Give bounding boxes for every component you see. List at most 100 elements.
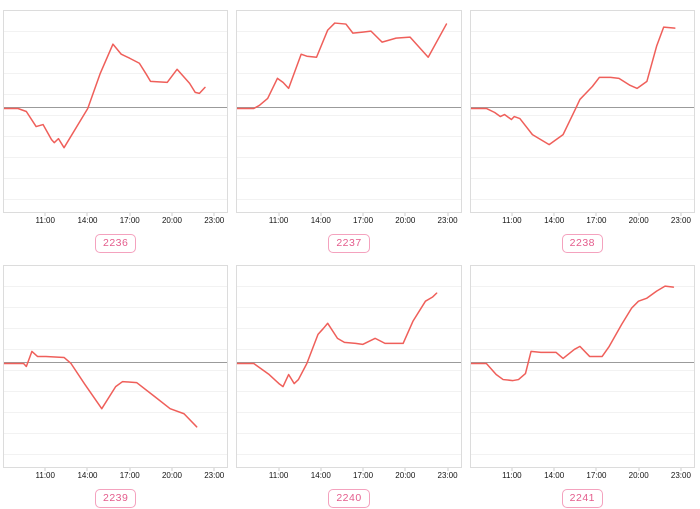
- x-tick-mark: [511, 213, 513, 216]
- badge-row: 2236: [3, 234, 228, 253]
- x-tick-mark: [553, 213, 555, 216]
- chart-plot-area[interactable]: [469, 10, 695, 213]
- x-tick-mark: [213, 468, 215, 471]
- chart-cell: () 11:00 14:00 17:00 20:00 23:00 2240: [233, 255, 466, 509]
- chart-id-badge[interactable]: 2237: [328, 234, 370, 253]
- x-tick-label: 14:00: [544, 471, 565, 480]
- x-tick-mark: [404, 213, 406, 216]
- x-tick-mark: [362, 213, 364, 216]
- chart-plot-area[interactable]: [3, 265, 229, 468]
- x-tick-mark: [595, 213, 597, 216]
- x-tick-mark: [447, 468, 449, 471]
- badge-row: 2240: [236, 489, 461, 508]
- x-tick-mark: [129, 468, 131, 471]
- x-tick-mark: [44, 213, 46, 216]
- x-tick-label: 23:00: [437, 471, 458, 480]
- x-tick-mark: [171, 468, 173, 471]
- x-tick-label: 20:00: [628, 471, 649, 480]
- line-series: [237, 293, 437, 386]
- chart-plot-area[interactable]: [3, 10, 229, 213]
- chart-id-badge[interactable]: 2241: [561, 489, 603, 508]
- x-tick-label: 14:00: [310, 216, 331, 225]
- line-series: [4, 44, 205, 148]
- x-tick-mark: [553, 468, 555, 471]
- x-tick-label: 11:00: [35, 216, 55, 225]
- chart-id-badge[interactable]: 2238: [561, 234, 603, 253]
- x-tick-label: 23:00: [204, 471, 225, 480]
- x-tick-mark: [680, 468, 682, 471]
- clipped-title-fragment: (): [0, 255, 233, 259]
- x-tick-label: 20:00: [161, 471, 182, 480]
- badge-row: 2239: [3, 489, 228, 508]
- x-tick-label: 23:00: [670, 216, 691, 225]
- x-tick-mark: [511, 468, 513, 471]
- line-series: [471, 27, 675, 145]
- line-series: [4, 351, 197, 426]
- x-tick-label: 20:00: [395, 216, 416, 225]
- line-series: [471, 286, 673, 380]
- x-tick-mark: [278, 213, 280, 216]
- x-tick-mark: [171, 213, 173, 216]
- x-axis: 11:00 14:00 17:00 20:00 23:00: [3, 468, 228, 485]
- chart-id-badge[interactable]: 2236: [94, 234, 137, 253]
- x-tick-label: 14:00: [310, 471, 331, 480]
- clipped-title-fragment: (): [467, 255, 700, 259]
- x-tick-label: 17:00: [353, 471, 374, 480]
- x-tick-label: 17:00: [586, 471, 607, 480]
- x-tick-mark: [595, 468, 597, 471]
- x-tick-label: 11:00: [35, 471, 55, 480]
- x-tick-label: 23:00: [437, 216, 458, 225]
- x-tick-mark: [44, 468, 46, 471]
- zero-baseline: [237, 362, 461, 363]
- x-tick-mark: [86, 213, 88, 216]
- x-axis: 11:00 14:00 17:00 20:00 23:00: [470, 213, 695, 230]
- x-tick-mark: [129, 213, 131, 216]
- line-series-svg: [4, 11, 227, 212]
- x-tick-mark: [638, 468, 640, 471]
- badge-row: 2241: [470, 489, 695, 508]
- x-tick-label: 20:00: [628, 216, 649, 225]
- clipped-title-fragment: (): [233, 0, 466, 4]
- x-tick-label: 14:00: [77, 216, 98, 225]
- clipped-title-fragment: (): [467, 0, 700, 4]
- clipped-title-fragment: (): [233, 255, 466, 259]
- x-axis: 11:00 14:00 17:00 20:00 23:00: [470, 468, 695, 485]
- zero-baseline: [470, 107, 694, 108]
- chart-cell: () 11:00 14:00 17:00 20:00 23:00 2237: [233, 0, 466, 255]
- x-tick-mark: [404, 468, 406, 471]
- line-series: [237, 23, 446, 108]
- line-series-svg: [471, 266, 694, 467]
- x-tick-mark: [638, 213, 640, 216]
- x-tick-label: 14:00: [544, 216, 565, 225]
- x-tick-label: 11:00: [502, 471, 522, 480]
- x-tick-label: 14:00: [77, 471, 98, 480]
- x-tick-label: 20:00: [395, 471, 416, 480]
- x-tick-mark: [320, 468, 322, 471]
- x-tick-label: 11:00: [268, 471, 289, 480]
- x-axis: 11:00 14:00 17:00 20:00 23:00: [236, 468, 461, 485]
- zero-baseline: [4, 107, 228, 108]
- chart-cell: () 11:00 14:00 17:00 20:00 23:00 2239: [0, 255, 233, 509]
- chart-cell: () 11:00 14:00 17:00 20:00 23:00 2238: [467, 0, 700, 255]
- chart-plot-area[interactable]: [469, 265, 695, 468]
- x-tick-mark: [86, 468, 88, 471]
- line-series-svg: [4, 266, 227, 467]
- line-series-svg: [471, 11, 694, 212]
- chart-plot-area[interactable]: [236, 265, 462, 468]
- chart-id-badge[interactable]: 2239: [94, 489, 137, 508]
- chart-plot-area[interactable]: [236, 10, 462, 213]
- line-series-svg: [237, 266, 460, 467]
- x-tick-label: 20:00: [161, 216, 182, 225]
- clipped-title-fragment: (): [0, 0, 233, 4]
- chart-cell: () 11:00 14:00 17:00 20:00 23:00 2241: [467, 255, 700, 509]
- zero-baseline: [237, 107, 461, 108]
- x-tick-mark: [680, 213, 682, 216]
- badge-row: 2237: [236, 234, 461, 253]
- x-tick-mark: [362, 468, 364, 471]
- chart-id-badge[interactable]: 2240: [328, 489, 370, 508]
- x-tick-label: 23:00: [204, 216, 225, 225]
- x-tick-label: 11:00: [502, 216, 522, 225]
- x-tick-mark: [447, 213, 449, 216]
- x-tick-label: 17:00: [353, 216, 374, 225]
